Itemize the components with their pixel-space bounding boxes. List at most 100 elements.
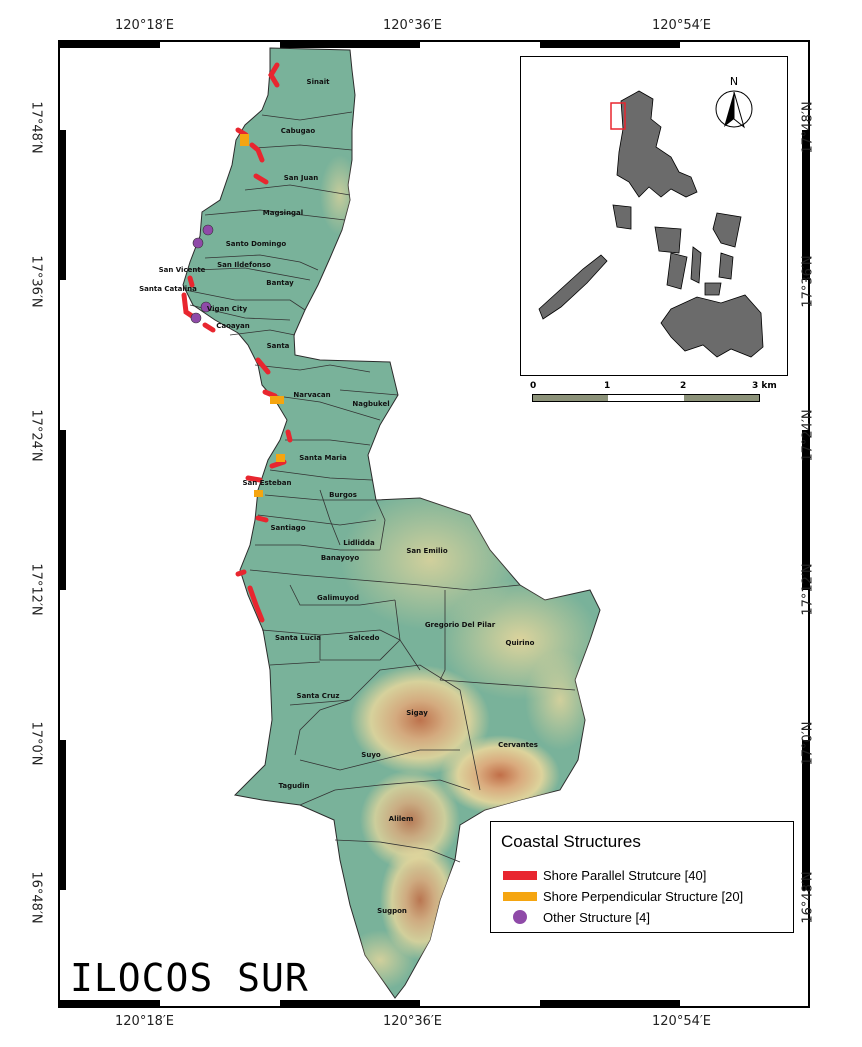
- north-arrow-icon: N: [715, 75, 753, 129]
- legend-swatch-other-structure: [513, 910, 527, 924]
- legend-item-other-structure: Other Structure [4]: [503, 908, 650, 926]
- other-structure-1: [202, 224, 214, 236]
- label-galimuyod: Galimuyod: [317, 594, 359, 602]
- relief-shading: [320, 155, 600, 990]
- shore-parallel-5: [187, 275, 195, 288]
- label-santa-lucia: Santa Lucia: [275, 634, 321, 642]
- label-sugpon: Sugpon: [377, 907, 407, 915]
- neatline-top-1: [60, 42, 160, 48]
- label-san-juan: San Juan: [284, 174, 318, 182]
- shore-perpendicular-2: [270, 396, 284, 404]
- label-caoayan: Caoayan: [216, 322, 249, 330]
- scale-label-3: 3 km: [752, 381, 777, 391]
- shore-parallel-15: [247, 585, 265, 623]
- label-san-emilio: San Emilio: [406, 547, 447, 555]
- scale-label-1: 1: [604, 381, 611, 391]
- label-santa-maria: Santa Maria: [299, 454, 347, 462]
- label-magsingal: Magsingal: [263, 209, 303, 217]
- label-tagudin: Tagudin: [279, 782, 310, 790]
- municipality-labels: Sinait Cabugao San Juan Magsingal Santo …: [139, 78, 538, 915]
- label-banayoyo: Banayoyo: [321, 554, 359, 562]
- coord-top-3: 120°54′E: [652, 18, 712, 33]
- label-lidlidda: Lidlidda: [343, 539, 375, 547]
- shore-perpendicular-4: [254, 490, 263, 497]
- neatline-right-1: [802, 130, 808, 280]
- neatline-bottom-1: [60, 1000, 160, 1006]
- philippines-landmass: [538, 90, 764, 358]
- neatline-top-3: [540, 42, 680, 48]
- neatline-bottom-3: [540, 1000, 680, 1006]
- municipal-boundaries: [184, 111, 576, 863]
- label-san-esteban: San Esteban: [243, 479, 292, 487]
- label-cervantes: Cervantes: [498, 741, 538, 749]
- label-alilem: Alilem: [389, 815, 414, 823]
- label-santa-cruz: Santa Cruz: [297, 692, 340, 700]
- legend-item-shore-perpendicular: Shore Perpendicular Structure [20]: [503, 887, 743, 905]
- label-santo-domingo: Santo Domingo: [226, 240, 287, 248]
- neatline-top-2: [280, 42, 420, 48]
- label-narvacan: Narvacan: [293, 391, 330, 399]
- other-structure-2: [192, 237, 204, 249]
- other-structures: [190, 224, 214, 324]
- legend-label-shore-perpendicular: Shore Perpendicular Structure [20]: [543, 888, 744, 904]
- label-sigay: Sigay: [406, 709, 428, 717]
- shore-parallel-1: [268, 62, 280, 88]
- coord-top-2: 120°36′E: [383, 18, 443, 33]
- label-bantay: Bantay: [266, 279, 294, 287]
- neatline-left-1: [60, 130, 66, 280]
- label-santiago: Santiago: [270, 524, 305, 532]
- map-title: ILOCOS SUR: [70, 956, 309, 1000]
- label-nagbukel: Nagbukel: [352, 400, 389, 408]
- shore-perpendicular-structures: [240, 134, 285, 497]
- shore-parallel-4: [253, 173, 269, 185]
- shore-parallel-14: [235, 569, 247, 577]
- label-suyo: Suyo: [361, 751, 381, 759]
- legend-label-other-structure: Other Structure [4]: [543, 909, 650, 925]
- label-cabugao: Cabugao: [281, 127, 316, 135]
- coord-top-1: 120°18′E: [115, 18, 175, 33]
- neatline-right-3: [802, 740, 808, 890]
- coord-bottom-1: 120°18′E: [115, 1014, 175, 1029]
- study-area-box: [610, 102, 626, 130]
- north-label: N: [730, 75, 738, 88]
- label-san-vicente: San Vicente: [159, 266, 206, 274]
- other-structure-3: [200, 301, 212, 313]
- scale-bar-graphic: [532, 394, 760, 402]
- shore-parallel-11: [269, 459, 287, 469]
- shore-parallel-7: [202, 322, 216, 333]
- coord-bottom-3: 120°54′E: [652, 1014, 712, 1029]
- shore-parallel-9: [262, 389, 278, 399]
- label-sinait: Sinait: [307, 78, 331, 86]
- label-gregorio-del-pilar: Gregorio Del Pilar: [425, 621, 496, 629]
- shore-parallel-12: [245, 475, 263, 483]
- label-san-ildefonso: San Ildefonso: [217, 261, 271, 269]
- coord-bottom-2: 120°36′E: [383, 1014, 443, 1029]
- legend-item-shore-parallel: Shore Parallel Strutcure [40]: [503, 866, 706, 884]
- label-santa-catalina: Santa Catalina: [139, 285, 197, 293]
- neatline-right-2: [802, 430, 808, 590]
- label-santa: Santa: [267, 342, 290, 350]
- neatline-bottom-2: [280, 1000, 420, 1006]
- label-salcedo: Salcedo: [349, 634, 380, 642]
- label-quirino: Quirino: [506, 639, 535, 647]
- label-vigan-city: Vigan City: [207, 305, 248, 313]
- inset-locator-map: N: [520, 56, 788, 376]
- other-structure-4: [190, 312, 202, 324]
- legend-title: Coastal Structures: [501, 832, 641, 851]
- legend-label-shore-parallel: Shore Parallel Strutcure [40]: [543, 867, 707, 883]
- neatline-left-2: [60, 430, 66, 590]
- shore-parallel-3: [249, 142, 265, 163]
- neatline-left-3: [60, 740, 66, 890]
- shore-parallel-13: [255, 515, 269, 523]
- shore-perpendicular-3: [276, 454, 285, 462]
- legend-swatch-shore-parallel: [503, 870, 537, 880]
- legend-swatch-shore-perpendicular: [503, 891, 537, 901]
- label-burgos: Burgos: [329, 491, 357, 499]
- philippines-inset: N: [538, 75, 764, 358]
- shore-parallel-10: [285, 429, 293, 443]
- shore-perpendicular-1: [240, 134, 249, 146]
- scale-label-0: 0: [530, 381, 537, 391]
- scale-label-2: 2: [680, 381, 687, 391]
- shore-parallel-8: [255, 357, 271, 375]
